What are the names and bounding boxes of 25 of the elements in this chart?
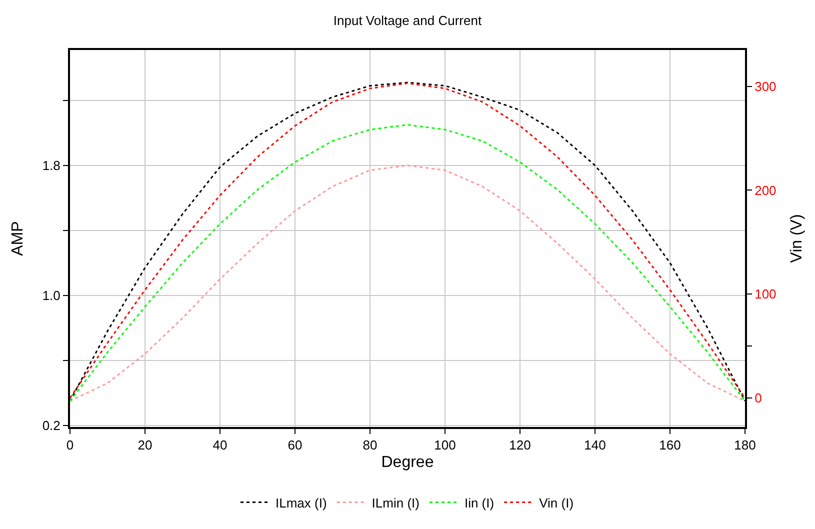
y2-tick-label: 300 (754, 78, 776, 94)
x-tick-label: 100 (434, 438, 456, 453)
y-tick-label: 0.2 (42, 418, 60, 433)
x-tick-label: 0 (66, 438, 74, 453)
x-axis-title: Degree (381, 454, 434, 471)
x-tick-label: 20 (138, 438, 152, 453)
x-tick-label: 180 (734, 438, 756, 453)
x-tick-label: 120 (509, 438, 531, 453)
legend-label: ILmin (I) (372, 495, 420, 510)
y2-axis-title: Vin (V) (788, 214, 806, 263)
legend-label: Vin (I) (539, 495, 574, 510)
x-tick-label: 60 (288, 438, 302, 453)
x-tick-label: 80 (362, 438, 378, 453)
y2-tick-label: 200 (754, 182, 776, 198)
legend-label: ILmax (I) (276, 495, 327, 510)
x-tick-label: 160 (659, 438, 681, 453)
y-axis-title: AMP (10, 221, 27, 256)
legend-label: Iin (I) (464, 495, 494, 510)
y2-tick-label: 0 (754, 390, 762, 406)
y2-tick-label: 100 (754, 286, 776, 302)
x-tick-label: 40 (212, 438, 228, 453)
y-tick-label: 1.8 (42, 158, 60, 173)
y-tick-label: 1.0 (42, 288, 60, 303)
x-tick-label: 140 (584, 438, 606, 453)
chart-title: Input Voltage and Current (333, 12, 482, 28)
